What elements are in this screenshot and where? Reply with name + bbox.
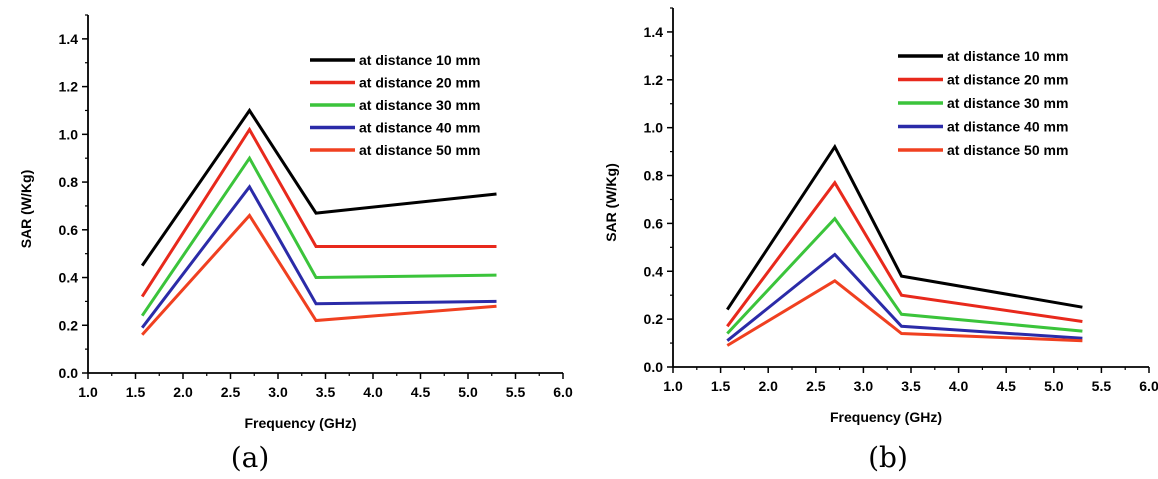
y-tick-label: 0.2: [59, 317, 79, 333]
x-tick-label: 2.0: [173, 384, 193, 400]
x-tick-label: 5.5: [506, 384, 526, 400]
panel-caption: (a): [231, 441, 270, 474]
series-line-3: [140, 155, 497, 317]
legend-label: at distance 10 mm: [947, 48, 1068, 64]
y-tick-label: 1.2: [59, 79, 79, 95]
y-tick-label: 1.4: [644, 24, 664, 40]
x-axis-label: Frequency (GHz): [830, 409, 942, 425]
legend-label: at distance 40 mm: [359, 120, 480, 136]
series-line-4: [141, 184, 497, 329]
legend-label: at distance 20 mm: [947, 72, 1068, 88]
series-line-1: [140, 107, 497, 267]
x-tick-label: 1.0: [663, 378, 683, 394]
x-tick-label: 4.5: [996, 378, 1016, 394]
x-tick-label: 3.0: [268, 384, 288, 400]
y-tick-label: 0.0: [59, 365, 79, 381]
x-tick-label: 6.0: [553, 384, 573, 400]
y-tick-label: 0.6: [644, 215, 664, 231]
y-tick-label: 1.0: [59, 126, 79, 142]
x-tick-label: 1.0: [78, 384, 98, 400]
y-tick-label: 0.8: [644, 168, 664, 184]
y-tick-label: 0.2: [644, 311, 664, 327]
x-tick-label: 2.5: [806, 378, 826, 394]
y-tick-label: 1.2: [644, 72, 664, 88]
y-axis-label: SAR (W/Kg): [603, 163, 619, 242]
y-tick-label: 0.0: [644, 359, 664, 375]
y-tick-label: 1.4: [59, 31, 79, 47]
x-tick-label: 1.5: [711, 378, 731, 394]
legend-label: at distance 30 mm: [947, 95, 1068, 111]
x-tick-label: 5.0: [1044, 378, 1064, 394]
y-tick-label: 0.8: [59, 174, 79, 190]
y-tick-label: 1.0: [644, 120, 664, 136]
x-axis-label: Frequency (GHz): [244, 415, 356, 431]
legend-label: at distance 10 mm: [359, 52, 480, 68]
legend-label: at distance 50 mm: [947, 142, 1068, 158]
x-tick-label: 5.5: [1092, 378, 1112, 394]
x-tick-label: 4.5: [411, 384, 431, 400]
series-line-1: [726, 143, 1083, 311]
x-tick-label: 6.0: [1139, 378, 1158, 394]
x-tick-label: 2.0: [758, 378, 778, 394]
series-line-2: [140, 126, 497, 298]
y-tick-label: 0.4: [644, 263, 664, 279]
x-tick-label: 3.5: [316, 384, 336, 400]
legend-label: at distance 40 mm: [947, 119, 1068, 135]
series-line-4: [726, 252, 1083, 342]
x-tick-label: 4.0: [949, 378, 969, 394]
y-tick-label: 0.6: [59, 222, 79, 238]
x-tick-label: 4.0: [363, 384, 383, 400]
y-axis-label: SAR (W/Kg): [18, 170, 34, 249]
series-line-5: [726, 278, 1083, 347]
legend-label: at distance 30 mm: [359, 97, 480, 113]
chart-panel-a: 1.0 1.5 2.0 2.5 3.0 3.5 4.0 4.5 5.0 5.5 6.0 0.0 0.2 0…: [18, 14, 573, 474]
legend-label: at distance 20 mm: [359, 75, 480, 91]
y-tick-label: 0.4: [59, 270, 79, 286]
legend-label: at distance 50 mm: [359, 142, 480, 158]
series-line-3: [726, 216, 1083, 335]
x-tick-label: 5.0: [458, 384, 478, 400]
x-tick-label: 3.0: [854, 378, 874, 394]
chart-panel-b: 1.0 1.5 2.0 2.5 3.0 3.5 4.0 4.5 5.0 5.5 6.0 0.0 0.2 0…: [603, 7, 1158, 474]
x-tick-label: 2.5: [221, 384, 241, 400]
panel-caption: (b): [868, 441, 908, 474]
x-tick-label: 3.5: [901, 378, 921, 394]
series-line-5: [141, 213, 497, 336]
x-tick-label: 1.5: [126, 384, 146, 400]
series-line-2: [726, 180, 1083, 328]
